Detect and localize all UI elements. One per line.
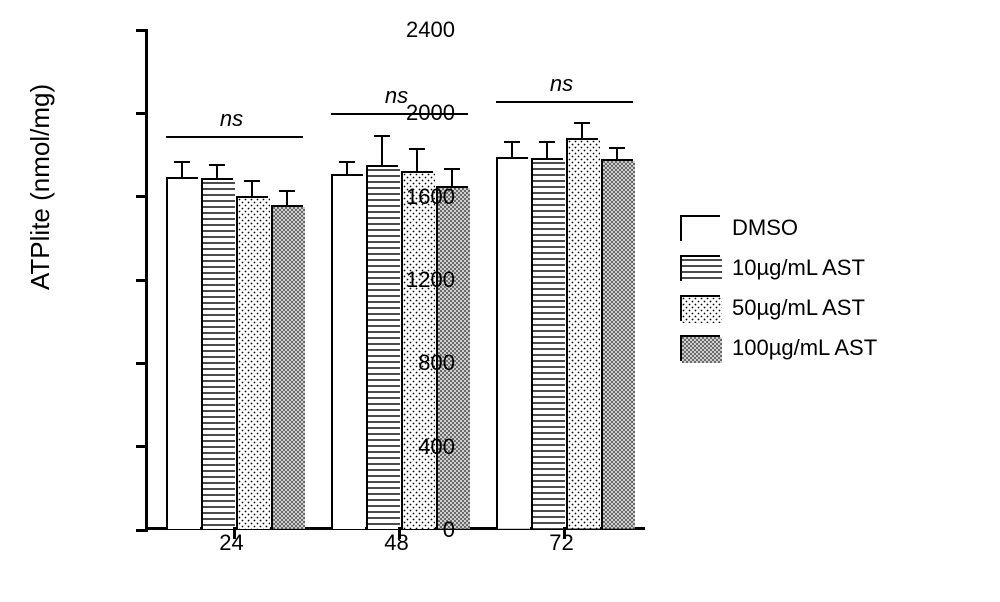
bar-container	[201, 27, 233, 527]
y-tick	[136, 445, 148, 448]
error-bar-cap	[174, 161, 190, 163]
error-bar-cap	[504, 141, 520, 143]
chart-container: ATPlite (nmol/mg) DMSO10µg/mL AST50µg/mL…	[40, 20, 960, 580]
bar	[531, 158, 563, 527]
x-tick-label: 72	[549, 530, 573, 556]
bar-container	[236, 27, 268, 527]
legend-swatch	[680, 335, 720, 361]
error-bar-line	[511, 142, 513, 158]
bar	[236, 196, 268, 527]
error-bar-line	[346, 162, 348, 173]
legend-label: 100µg/mL AST	[732, 335, 877, 361]
y-tick	[136, 529, 148, 532]
bar	[401, 171, 433, 527]
y-tick	[136, 29, 148, 32]
bar	[366, 165, 398, 528]
y-tick-label: 0	[443, 517, 455, 543]
error-bar-cap	[609, 147, 625, 149]
error-bar-line	[251, 181, 253, 196]
significance-line	[166, 136, 303, 138]
bar	[566, 138, 598, 527]
bar-container	[166, 27, 198, 527]
legend-item: 50µg/mL AST	[680, 295, 877, 321]
error-bar-line	[216, 165, 218, 179]
legend-label: 50µg/mL AST	[732, 295, 865, 321]
x-tick-label: 48	[384, 530, 408, 556]
significance-label: ns	[385, 83, 408, 109]
significance-label: ns	[220, 106, 243, 132]
legend-item: 10µg/mL AST	[680, 255, 877, 281]
error-bar-cap	[339, 161, 355, 163]
legend-item: DMSO	[680, 215, 877, 241]
bar-container	[331, 27, 363, 527]
bar	[601, 159, 633, 527]
error-bar-cap	[244, 180, 260, 182]
y-tick	[136, 195, 148, 198]
y-tick-label: 2000	[406, 100, 455, 126]
bar	[201, 178, 233, 527]
y-tick-label: 400	[418, 434, 455, 460]
legend-label: 10µg/mL AST	[732, 255, 865, 281]
legend-swatch	[680, 295, 720, 321]
error-bar-cap	[279, 190, 295, 192]
error-bar-cap	[574, 122, 590, 124]
significance-label: ns	[550, 71, 573, 97]
legend-label: DMSO	[732, 215, 798, 241]
y-tick-label: 800	[418, 350, 455, 376]
error-bar-cap	[409, 148, 425, 150]
y-tick-label: 1200	[406, 267, 455, 293]
legend: DMSO 10µg/mL AST 50µg/mL AST 100µg/mL AST	[680, 215, 877, 375]
y-tick	[136, 362, 148, 365]
bar	[166, 177, 198, 527]
x-tick-label: 24	[219, 530, 243, 556]
error-bar-line	[546, 142, 548, 159]
error-bar-line	[181, 162, 183, 177]
bar	[271, 205, 303, 527]
significance-line	[496, 101, 633, 103]
error-bar-cap	[539, 141, 555, 143]
error-bar-cap	[209, 164, 225, 166]
y-axis-label: ATPlite (nmol/mg)	[25, 84, 56, 290]
y-tick-label: 2400	[406, 17, 455, 43]
legend-swatch	[680, 255, 720, 281]
y-tick-label: 1600	[406, 184, 455, 210]
error-bar-cap	[444, 168, 460, 170]
legend-item: 100µg/mL AST	[680, 335, 877, 361]
y-tick	[136, 112, 148, 115]
bar	[496, 157, 528, 527]
error-bar-line	[416, 149, 418, 171]
error-bar-cap	[374, 135, 390, 137]
error-bar-line	[581, 123, 583, 139]
y-tick	[136, 279, 148, 282]
bar	[331, 174, 363, 527]
error-bar-line	[381, 136, 383, 164]
bar-container	[271, 27, 303, 527]
legend-swatch	[680, 215, 720, 241]
error-bar-line	[286, 191, 288, 206]
error-bar-line	[616, 148, 618, 159]
bar-group	[166, 27, 303, 527]
